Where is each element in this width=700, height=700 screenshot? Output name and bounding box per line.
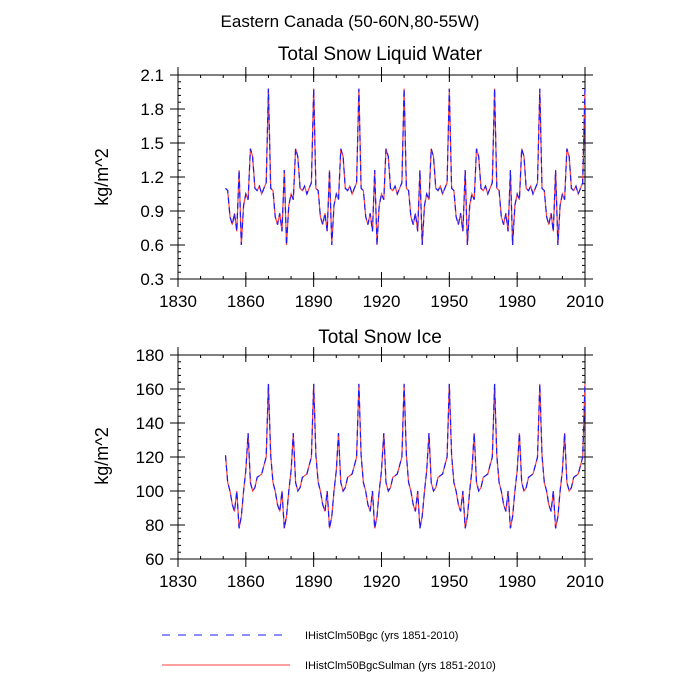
- x-tick-label: 2010: [566, 572, 604, 591]
- y-tick-label: 2.1: [140, 66, 164, 85]
- x-tick-label: 1890: [295, 292, 333, 311]
- x-tick-label: 1950: [430, 572, 468, 591]
- y-tick-label: 60: [145, 550, 164, 569]
- x-tick-label: 1920: [363, 572, 401, 591]
- x-tick-label: 1830: [159, 572, 197, 591]
- x-tick-label: 1980: [498, 292, 536, 311]
- x-tick-label: 1830: [159, 292, 197, 311]
- panel-title: Total Snow Ice: [318, 327, 442, 348]
- x-tick-label: 1920: [363, 292, 401, 311]
- legend: IHistClm50Bgc (yrs 1851-2010) IHistClm50…: [162, 630, 496, 672]
- y-tick-label: 1.5: [140, 134, 164, 153]
- y-axis-label: kg/m^2: [92, 427, 112, 484]
- plot-axes: 1830 1860 1890 1920 1950 1980 2010 60 80 100 120 14…: [136, 346, 604, 591]
- x-tick-label: 1950: [430, 292, 468, 311]
- y-tick-label: 140: [136, 414, 164, 433]
- y-axis-label: kg/m^2: [92, 148, 112, 205]
- series-line-bgc: [224, 383, 586, 529]
- y-tick-label: 0.6: [140, 236, 164, 255]
- y-tick-label: 120: [136, 448, 164, 467]
- y-tick-label: 1.8: [140, 100, 164, 119]
- y-tick-label: 160: [136, 380, 164, 399]
- x-tick-label: 2010: [566, 292, 604, 311]
- y-tick-label: 80: [145, 516, 164, 535]
- legend-label: IHistClm50BgcSulman (yrs 1851-2010): [305, 660, 496, 672]
- y-tick-label: 1.2: [140, 168, 164, 187]
- legend-label: IHistClm50Bgc (yrs 1851-2010): [305, 630, 458, 642]
- series-line-sulman: [225, 88, 586, 246]
- x-tick-label: 1890: [295, 572, 333, 591]
- panel-title: Total Snow Liquid Water: [278, 44, 483, 65]
- y-tick-label: 180: [136, 346, 164, 365]
- y-tick-label: 0.3: [140, 270, 164, 289]
- x-tick-label: 1860: [227, 292, 265, 311]
- figure-suptitle: Eastern Canada (50-60N,80-55W): [221, 12, 480, 31]
- x-tick-label: 1860: [227, 572, 265, 591]
- y-tick-label: 100: [136, 482, 164, 501]
- y-tick-label: 0.9: [140, 202, 164, 221]
- plot-axes: 1830 1860 1890 1920 1950 1980 2010 0.3 0.6 0.9 1.2…: [140, 66, 604, 311]
- x-tick-label: 1980: [498, 572, 536, 591]
- series-line-bgc: [225, 88, 586, 246]
- panel-total-snow-ice: Total Snow Ice kg/m^2 1830 1860 1890 1920 19…: [92, 327, 604, 591]
- panel-total-snow-liquid-water: Total Snow Liquid Water kg/m^2 1830 1860 1…: [92, 44, 604, 311]
